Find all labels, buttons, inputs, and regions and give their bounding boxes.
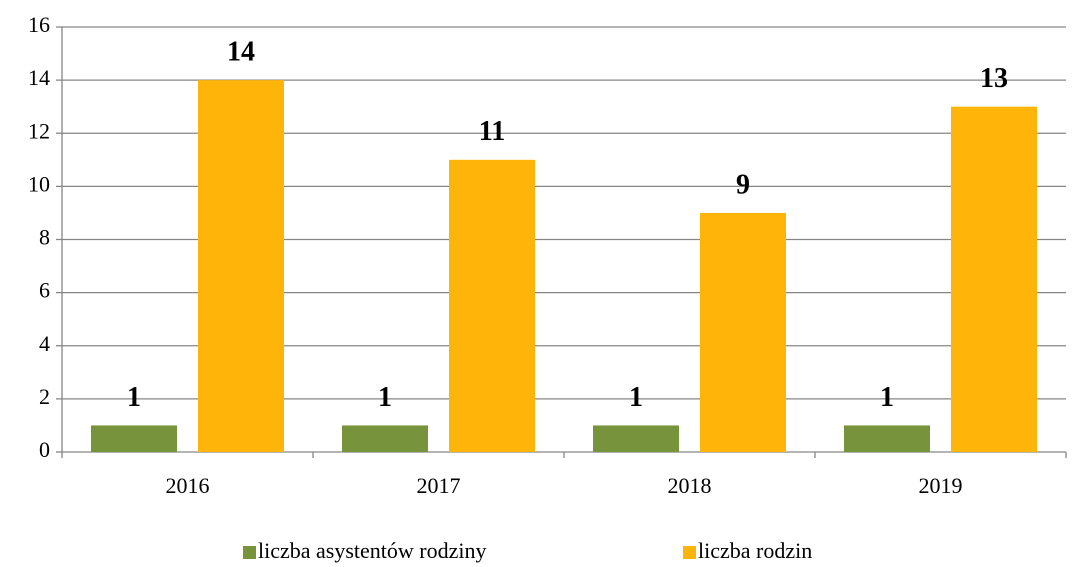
data-label: 1	[629, 382, 643, 413]
y-tick-label: 2	[39, 384, 50, 409]
bar	[342, 425, 428, 452]
y-tick-label: 16	[28, 12, 50, 37]
data-label: 11	[479, 116, 505, 147]
data-label: 1	[880, 382, 894, 413]
data-label: 13	[980, 63, 1008, 94]
y-tick-label: 4	[39, 331, 50, 356]
legend-swatch	[243, 546, 256, 559]
x-tick-label: 2018	[668, 473, 712, 498]
y-tick-label: 6	[39, 278, 50, 303]
legend-label: liczba rodzin	[698, 538, 812, 563]
bar	[91, 425, 177, 452]
y-tick-label: 10	[28, 171, 50, 196]
y-tick-label: 0	[39, 437, 50, 462]
bar	[449, 159, 535, 452]
bar	[198, 80, 284, 452]
bar	[700, 212, 786, 452]
bar	[951, 106, 1037, 452]
data-label: 1	[378, 382, 392, 413]
bar	[593, 425, 679, 452]
y-tick-label: 12	[28, 118, 50, 143]
data-label: 14	[227, 37, 255, 68]
legend-swatch	[683, 546, 696, 559]
x-tick-label: 2016	[166, 473, 210, 498]
y-tick-label: 14	[28, 65, 50, 90]
data-label: 1	[127, 382, 141, 413]
legend-label: liczba asystentów rodziny	[258, 538, 487, 563]
x-tick-label: 2017	[417, 473, 461, 498]
data-label: 9	[736, 169, 750, 200]
y-tick-label: 8	[39, 225, 50, 250]
x-tick-label: 2019	[919, 473, 963, 498]
bar	[844, 425, 930, 452]
